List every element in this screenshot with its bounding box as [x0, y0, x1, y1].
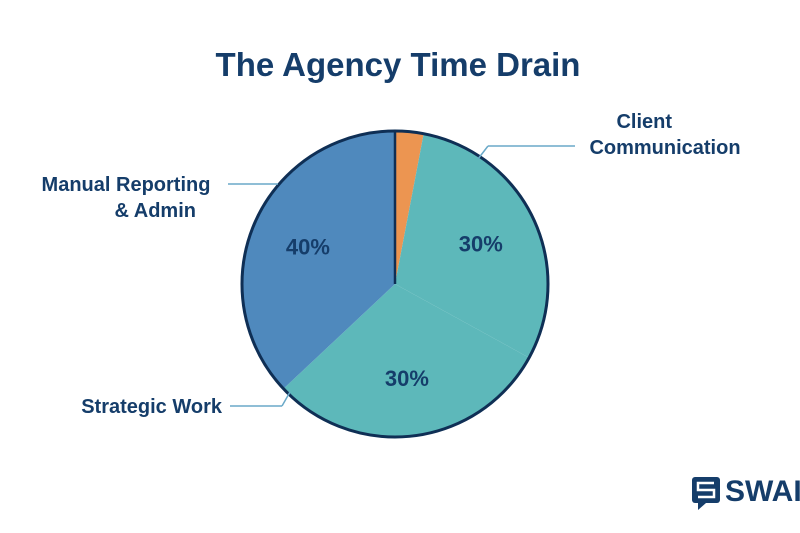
slice-label-client-communication: Client Communication — [589, 111, 740, 159]
strategic-work-callout: Strategic Work — [81, 391, 291, 418]
swai-logo: SWAI — [692, 475, 800, 510]
label-line: Communication — [589, 137, 740, 159]
leader-line — [477, 145, 489, 160]
logo-text: SWAI — [725, 475, 800, 508]
percent-label: 30% — [459, 232, 503, 257]
label-line: Client — [616, 111, 672, 133]
percent-labels: 30% 30% 40% — [286, 232, 503, 392]
slice-label-strategic-work: Strategic Work — [81, 396, 223, 418]
pie-slice-strategic-work — [395, 133, 549, 358]
percent-label: 40% — [286, 234, 330, 259]
client-communication-callout: Client Communication — [477, 111, 741, 160]
slice-label-manual-reporting: Manual Reporting & Admin — [42, 174, 216, 222]
leader-line — [281, 391, 291, 407]
swai-logo-icon — [692, 477, 720, 510]
pie-slice-segment-2 — [283, 284, 530, 437]
chart-title: The Agency Time Drain — [216, 46, 581, 83]
pie-slices — [241, 131, 549, 437]
pie-outline — [240, 129, 550, 439]
label-line: & Admin — [115, 200, 196, 222]
pie-slice-manual-reporting-admin — [241, 131, 395, 389]
label-line: Manual Reporting — [42, 174, 211, 196]
manual-reporting-callout: Manual Reporting & Admin — [42, 174, 278, 222]
pie-slice-client-communication — [395, 131, 424, 284]
percent-label: 30% — [385, 366, 429, 391]
